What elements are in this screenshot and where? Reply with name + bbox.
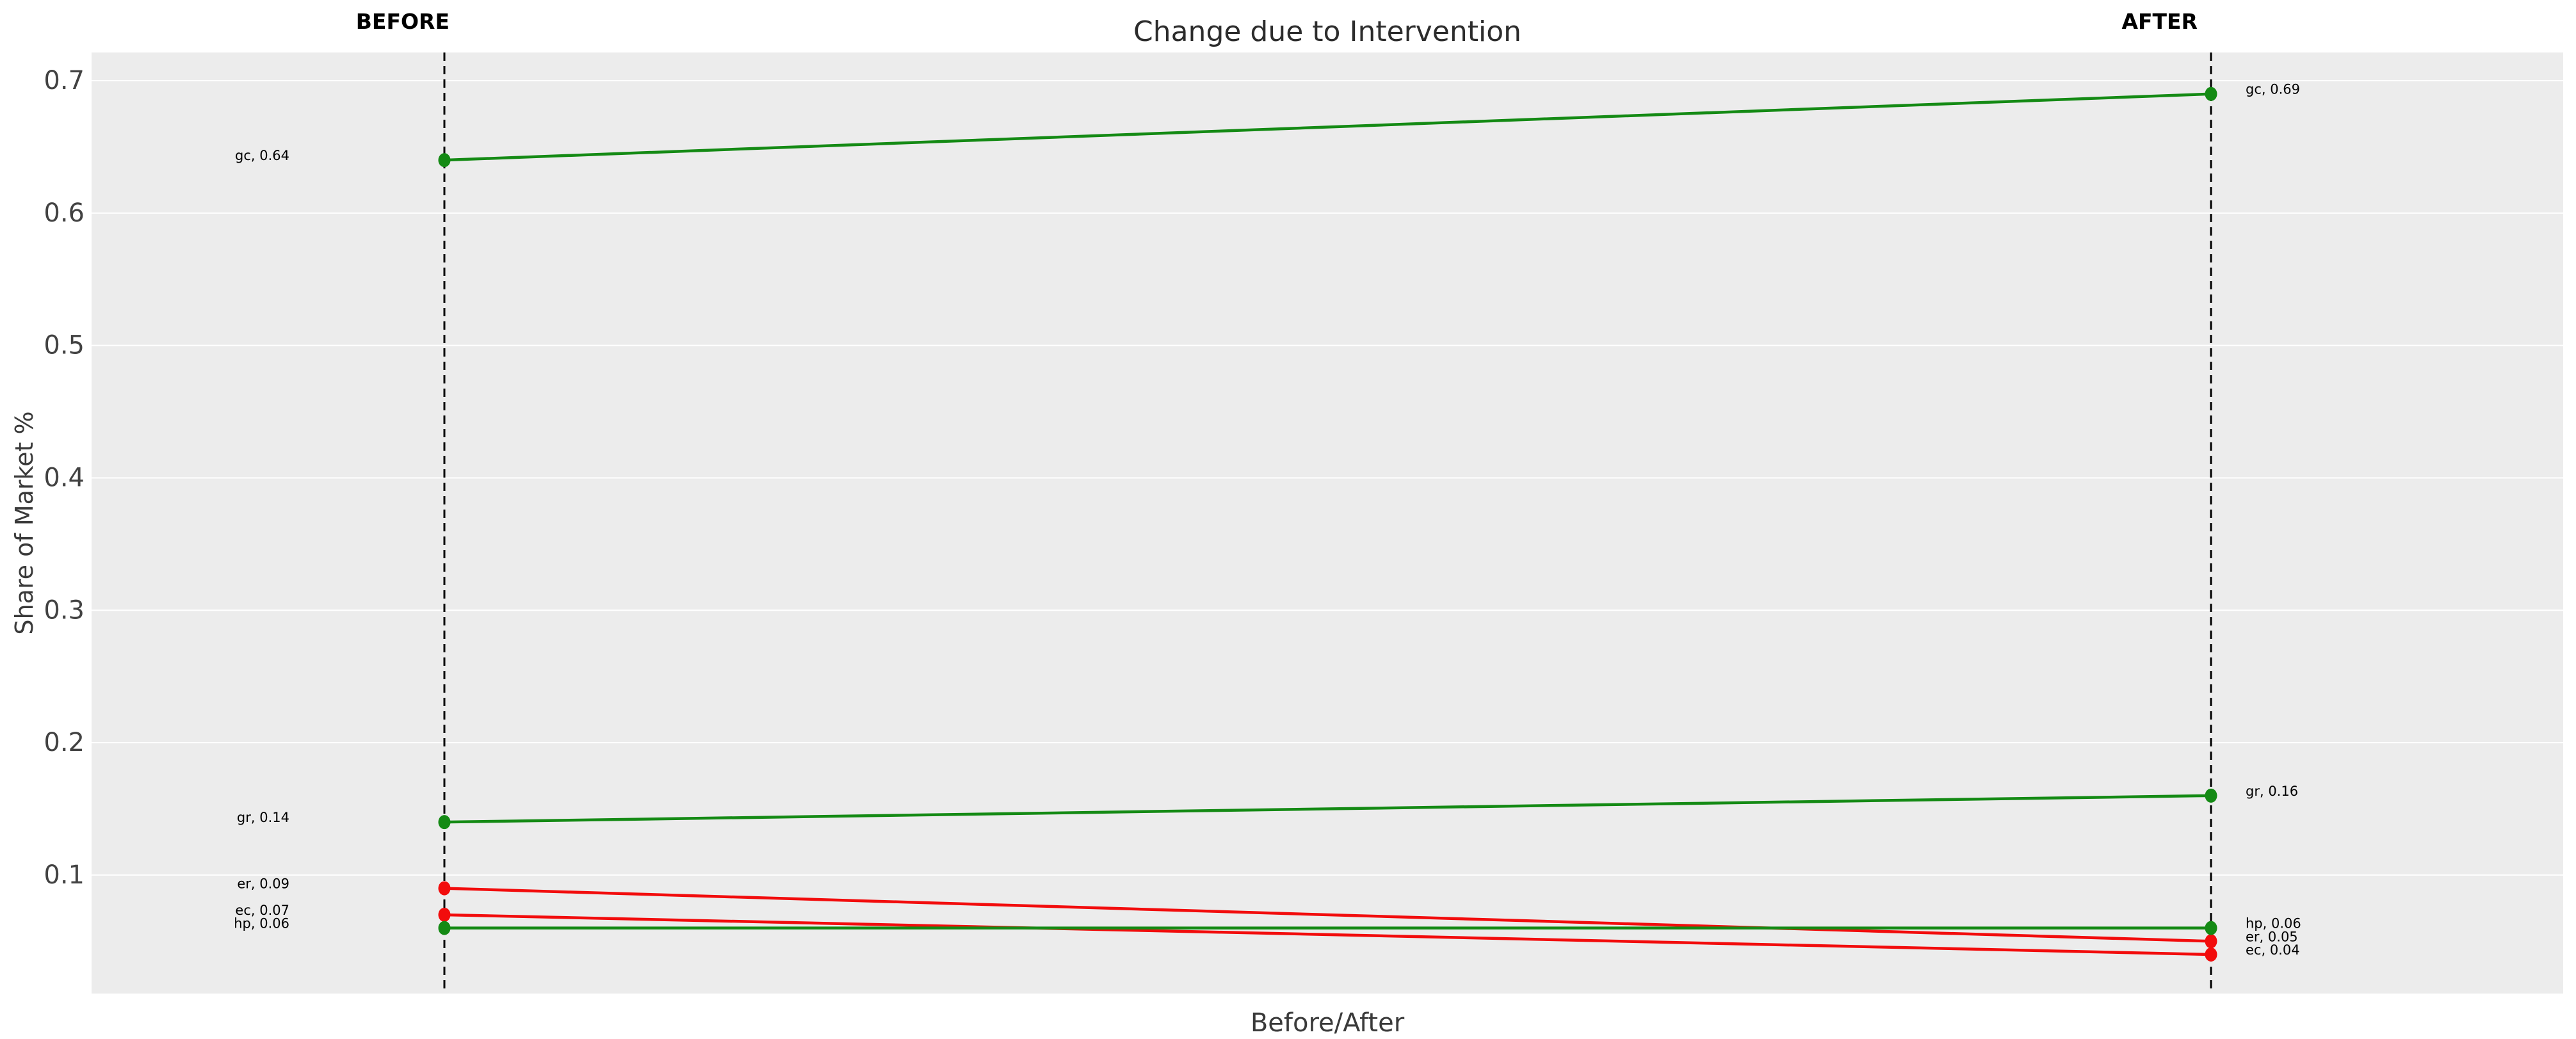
ytick-label-0.7: 0.7 — [44, 66, 85, 95]
point-label-ec-before: ec, 0.07 — [235, 903, 289, 918]
ytick-label-0.3: 0.3 — [44, 595, 85, 625]
marker-gc-after — [2205, 86, 2217, 101]
series-line-ec — [444, 913, 2212, 956]
marker-gc-before — [438, 153, 451, 168]
series-line-gr — [444, 794, 2212, 824]
ytick-label-0.1: 0.1 — [44, 860, 85, 890]
point-label-er-after: er, 0.05 — [2246, 929, 2298, 944]
marker-hp-before — [438, 921, 451, 935]
ytick-label-0.4: 0.4 — [44, 463, 85, 492]
column-header-after: AFTER — [2121, 9, 2198, 34]
ytick-label-0.2: 0.2 — [44, 728, 85, 757]
marker-er-before — [438, 881, 451, 896]
marker-gr-before — [438, 815, 451, 830]
point-label-hp-before: hp, 0.06 — [234, 916, 289, 931]
marker-gr-after — [2205, 788, 2217, 803]
point-label-er-before: er, 0.09 — [237, 876, 289, 892]
series-line-er — [444, 887, 2212, 943]
point-label-gc-before: gc, 0.64 — [235, 148, 289, 163]
marker-hp-after — [2205, 921, 2217, 935]
plot-background — [92, 52, 2563, 994]
chart-title: Change due to Intervention — [1133, 15, 1522, 48]
x-axis-label: Before/After — [1250, 1008, 1405, 1038]
series-line-gc — [444, 92, 2212, 162]
ytick-label-0.5: 0.5 — [44, 331, 85, 360]
y-axis-label: Share of Market % — [10, 411, 38, 635]
marker-ec-after — [2205, 947, 2217, 962]
point-label-gr-before: gr, 0.14 — [237, 810, 289, 825]
column-header-before: BEFORE — [355, 9, 450, 34]
marker-er-after — [2205, 934, 2217, 949]
ytick-label-0.6: 0.6 — [44, 198, 85, 228]
point-label-ec-after: ec, 0.04 — [2246, 942, 2300, 958]
point-label-gc-after: gc, 0.69 — [2246, 82, 2300, 97]
point-label-hp-after: hp, 0.06 — [2246, 916, 2301, 931]
marker-ec-before — [438, 907, 451, 922]
point-label-gr-after: gr, 0.16 — [2246, 784, 2298, 799]
